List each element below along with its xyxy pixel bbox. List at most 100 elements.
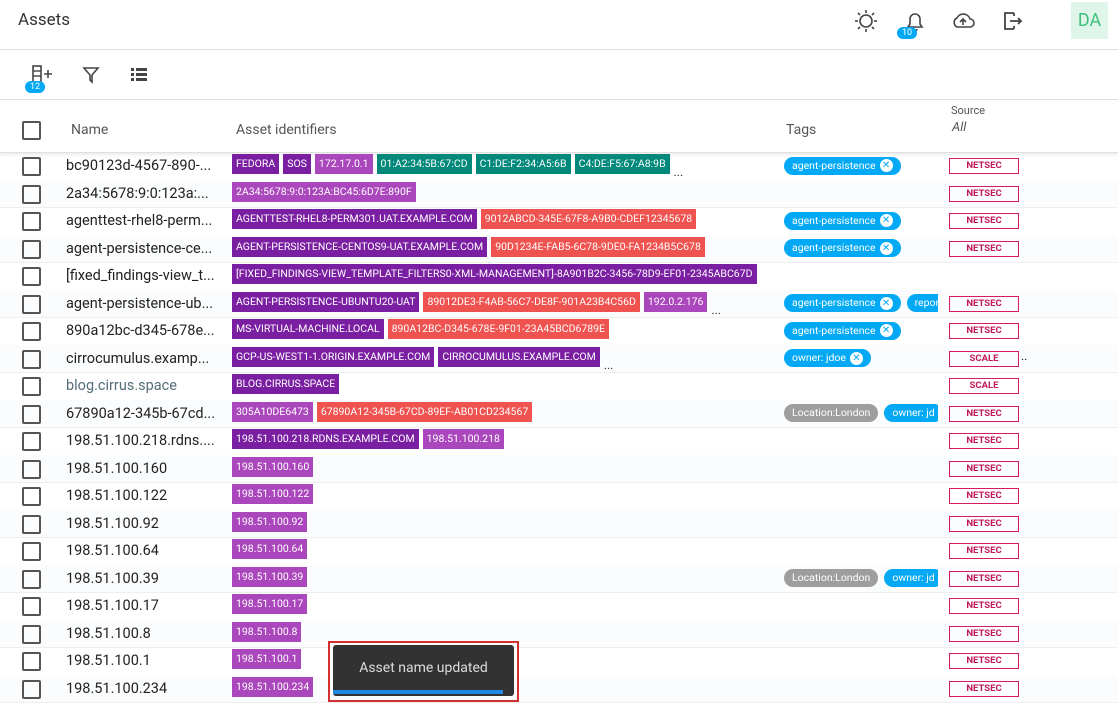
asset-name[interactable]: cirrocumulus.examp...: [66, 349, 210, 367]
row-checkbox[interactable]: [22, 377, 41, 396]
row-checkbox[interactable]: [22, 322, 41, 341]
row-checkbox[interactable]: [22, 652, 41, 671]
table-row[interactable]: agent-persistence-ub... AGENT-PERSISTENCE…: [0, 289, 1118, 318]
table-row[interactable]: 198.51.100.92 198.51.100.92 NETSEC: [0, 509, 1118, 538]
asset-name[interactable]: 198.51.100.122: [66, 487, 168, 504]
tag-chip: agent-persistence ✕: [784, 294, 901, 312]
row-checkbox[interactable]: [22, 267, 41, 286]
row-checkbox[interactable]: [22, 487, 41, 506]
asset-name[interactable]: agenttest-rhel8-perm...: [66, 212, 213, 229]
filter[interactable]: [82, 66, 100, 84]
tag-remove[interactable]: ✕: [879, 296, 893, 310]
row-checkbox[interactable]: [22, 432, 41, 451]
table-row[interactable]: agenttest-rhel8-perm... AGENTTEST-RHEL8-P…: [0, 207, 1118, 236]
source-chip: NETSEC: [949, 570, 1019, 587]
identifier-chip: AGENTTEST-RHEL8-PERM301.UAT.EXAMPLE.COM: [232, 209, 477, 229]
table-row[interactable]: agent-persistence-ce... AGENT-PERSISTENCE…: [0, 234, 1118, 263]
identifier-chip: [FIXED_FINDINGS-VIEW_TEMPLATE_FILTERS0-X…: [232, 264, 757, 284]
row-checkbox[interactable]: [22, 184, 41, 204]
asset-name[interactable]: 198.51.100.8: [66, 624, 151, 642]
table-row[interactable]: 198.51.100.160 198.51.100.160 NETSEC: [0, 454, 1118, 483]
source-chip: SCALE: [949, 378, 1019, 394]
row-checkbox[interactable]: [22, 157, 41, 176]
asset-name[interactable]: 2a34:5678:9:0:123a:...: [66, 184, 209, 202]
asset-name[interactable]: blog.cirrus.space: [66, 377, 177, 394]
identifier-chip: BLOG.CIRRUS.SPACE: [232, 374, 340, 394]
row-checkbox[interactable]: [22, 569, 41, 589]
row-checkbox[interactable]: [22, 404, 41, 424]
identifier-chip: 198.51.100.17: [232, 594, 308, 614]
row-checkbox[interactable]: [22, 459, 41, 479]
columns[interactable]: [130, 67, 148, 83]
row-checkbox[interactable]: [22, 294, 41, 314]
asset-name[interactable]: agent-persistence-ub...: [66, 294, 214, 312]
row-checkbox[interactable]: [22, 679, 41, 699]
source-chip: NETSEC: [949, 213, 1019, 229]
row-checkbox[interactable]: [22, 239, 41, 259]
column-header[interactable]: Name: [71, 122, 109, 138]
upload[interactable]: [950, 10, 976, 32]
tag-remove[interactable]: ✕: [879, 159, 893, 172]
asset-name[interactable]: 198.51.100.92: [66, 514, 159, 532]
tags: [784, 592, 938, 619]
row-checkbox[interactable]: [22, 212, 41, 231]
theme-toggle[interactable]: [854, 9, 878, 33]
table-row[interactable]: 198.51.100.8 198.51.100.8 NETSEC: [0, 619, 1118, 648]
asset-name[interactable]: 198.51.100.234: [66, 679, 168, 697]
table-row[interactable]: 198.51.100.39 198.51.100.39 Location:Londo…: [0, 564, 1118, 593]
table-row[interactable]: 198.51.100.218.rdns.... 198.51.100.218.RD…: [0, 427, 1118, 456]
table-row[interactable]: 198.51.100.17 198.51.100.17 NETSEC: [0, 592, 1118, 621]
tag-remove[interactable]: ✕: [879, 214, 893, 227]
identifiers: 198.51.100.92: [232, 510, 775, 537]
row-checkbox[interactable]: [22, 349, 41, 369]
column-header[interactable]: Asset identifiers: [236, 122, 337, 138]
row-checkbox[interactable]: [22, 514, 41, 534]
asset-name[interactable]: 198.51.100.160: [66, 459, 168, 477]
asset-name[interactable]: agent-persistence-ce...: [66, 239, 213, 257]
table-row[interactable]: [fixed_findings-view_t... [FIXED_FINDINGS…: [0, 262, 1118, 291]
column-header[interactable]: Source: [951, 104, 986, 117]
tag-remove[interactable]: ✕: [849, 351, 863, 365]
row-checkbox[interactable]: [22, 624, 41, 644]
identifier-chip: 198.51.100.122: [232, 484, 314, 504]
asset-name[interactable]: 198.51.100.39: [66, 569, 159, 587]
table-row[interactable]: 198.51.100.1 198.51.100.1 NETSEC: [0, 647, 1118, 676]
user-avatar[interactable]: DA: [1071, 2, 1108, 39]
tag-remove[interactable]: ✕: [879, 324, 893, 337]
source-chip: NETSEC: [949, 185, 1019, 202]
identifier-chip: MS-VIRTUAL-MACHINE.LOCAL: [232, 319, 384, 339]
tag-label: Location:London: [792, 571, 871, 584]
table-row[interactable]: 198.51.100.234 198.51.100.234 NETSEC: [0, 674, 1118, 703]
table-row[interactable]: 67890a12-345b-67cd... 305A10DE6473 67890A1…: [0, 399, 1118, 428]
table-row[interactable]: 198.51.100.64 198.51.100.64 NETSEC: [0, 537, 1118, 566]
select-all[interactable]: [22, 121, 41, 140]
tags: [784, 262, 938, 289]
asset-name[interactable]: 890a12bc-d345-678e...: [66, 322, 215, 339]
table-row[interactable]: bc90123d-4567-890-... FEDORA SOS 172.17.0.1…: [0, 152, 1118, 181]
row-checkbox[interactable]: [22, 542, 41, 561]
table-row[interactable]: cirrocumulus.examp... GCP-US-WEST1-1.ORIG…: [0, 344, 1118, 373]
row-checkbox[interactable]: [22, 597, 41, 616]
identifier-chip: 90D1234E-FAB5-6C78-9DE0-FA1234B5C678: [491, 236, 705, 257]
column-header[interactable]: Tags: [786, 122, 817, 138]
table-row[interactable]: 2a34:5678:9:0:123a:... 2A34:5678:9:0:123A…: [0, 179, 1118, 208]
toolbar: 12: [0, 50, 1118, 100]
asset-name[interactable]: 198.51.100.218.rdns....: [66, 432, 215, 449]
identifiers: [FIXED_FINDINGS-VIEW_TEMPLATE_FILTERS0-X…: [232, 262, 775, 289]
asset-name[interactable]: 67890a12-345b-67cd...: [66, 404, 216, 422]
asset-name[interactable]: bc90123d-4567-890-...: [66, 157, 212, 174]
tag-remove[interactable]: ✕: [879, 241, 893, 255]
asset-name[interactable]: 198.51.100.1: [66, 652, 151, 669]
table-row[interactable]: 890a12bc-d345-678e... MS-VIRTUAL-MACHINE.…: [0, 317, 1118, 346]
identifier-chip: C4:DE:F5:67:A8:9B: [574, 154, 670, 174]
asset-name[interactable]: 198.51.100.64: [66, 542, 159, 559]
source-chip: NETSEC: [949, 323, 1019, 339]
asset-name[interactable]: [fixed_findings-view_t...: [66, 267, 215, 284]
logout[interactable]: [1001, 9, 1025, 33]
table-row[interactable]: 198.51.100.122 198.51.100.122 NETSEC: [0, 482, 1118, 511]
table-row[interactable]: blog.cirrus.space BLOG.CIRRUS.SPACE SCALE: [0, 372, 1118, 401]
identifier-chip: 198.51.100.1: [232, 649, 302, 669]
asset-name[interactable]: 198.51.100.17: [66, 597, 159, 614]
source-filter[interactable]: All: [952, 120, 967, 135]
tags: [784, 647, 938, 674]
